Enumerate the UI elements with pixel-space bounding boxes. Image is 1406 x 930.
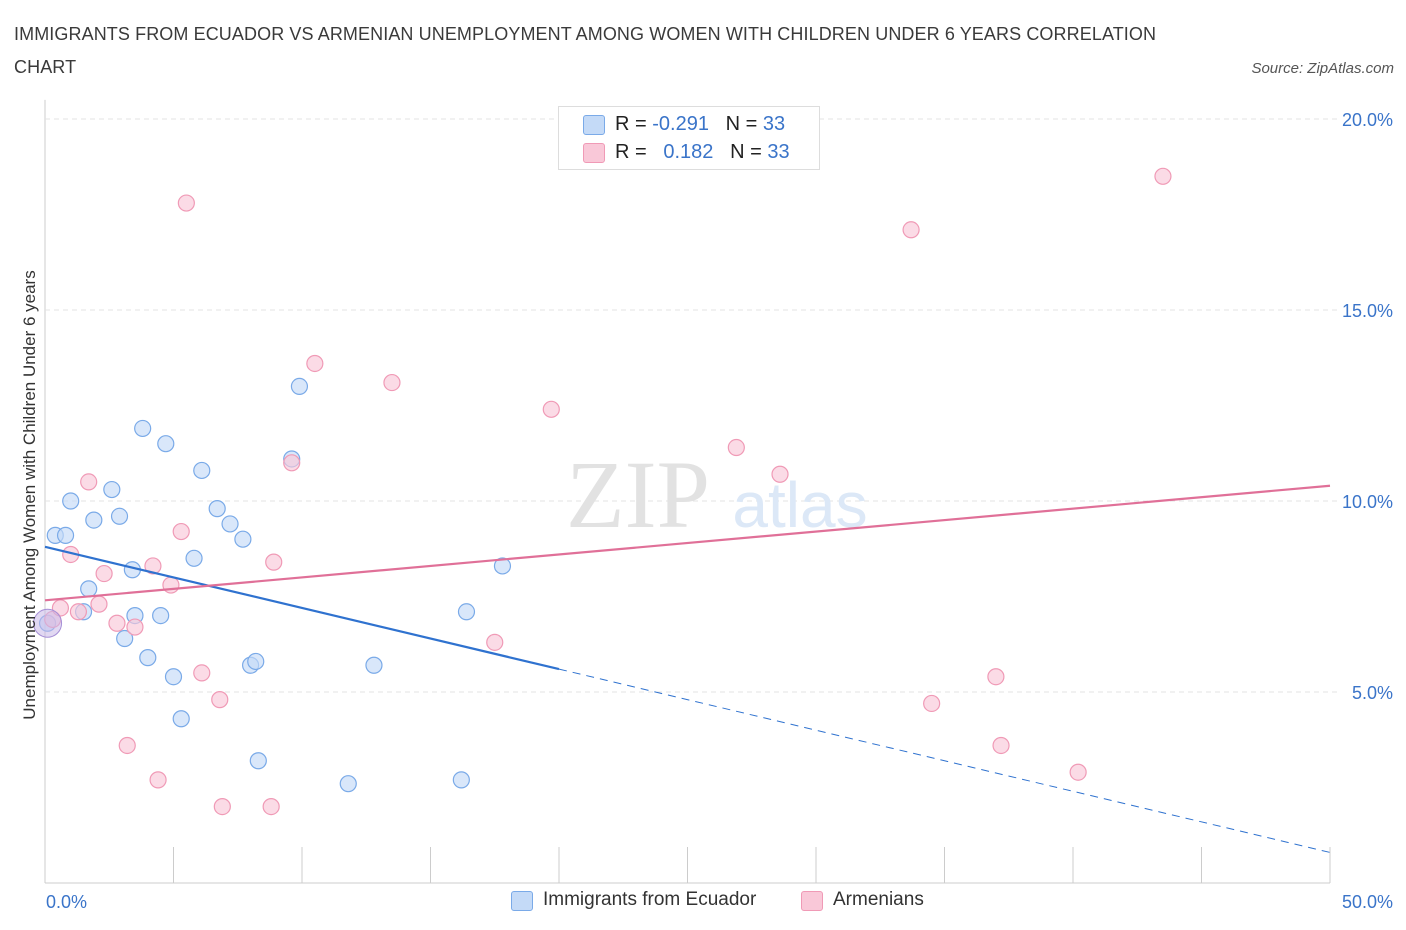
y-tick-label: 5.0% <box>1352 683 1393 703</box>
ecuador-point <box>152 606 170 625</box>
armenians-point <box>262 797 280 816</box>
armenians-point <box>486 633 504 651</box>
ecuador-point <box>157 435 175 453</box>
legend-r-label: R = <box>615 141 647 163</box>
armenians-point <box>172 522 190 541</box>
legend-swatch-ecuador <box>583 115 605 135</box>
armenians-point <box>144 557 162 575</box>
ecuador-point <box>208 500 226 518</box>
armenians-point <box>1069 763 1087 781</box>
ecuador-trend-extension <box>558 668 1331 853</box>
armenians-point <box>923 694 941 713</box>
watermark-zip: ZIP <box>566 441 710 548</box>
ecuador-point <box>139 649 157 667</box>
legend-n-label: N = <box>725 113 758 135</box>
chart-title: IMMIGRANTS FROM ECUADOR VS ARMENIAN UNEM… <box>14 24 1157 77</box>
ecuador-point <box>62 492 80 510</box>
ecuador-point <box>164 668 183 686</box>
ecuador-point <box>172 710 190 728</box>
x-tick-label: 0.0% <box>46 892 87 912</box>
legend-swatch-ecuador <box>511 891 533 911</box>
ecuador-point <box>290 377 309 395</box>
ecuador-point <box>365 656 383 674</box>
armenians-point <box>108 614 126 632</box>
legend-label-ecuador: Immigrants from Ecuador <box>543 889 757 910</box>
y-tick-label: 20.0% <box>1342 110 1393 130</box>
y-axis-label: Unemployment Among Women with Children U… <box>20 270 39 720</box>
ecuador-trend-line <box>44 545 560 671</box>
armenians-point <box>306 354 324 373</box>
x-tick-label: 50.0% <box>1342 892 1393 912</box>
y-tick-label: 10.0% <box>1342 492 1393 512</box>
armenians-point <box>542 400 560 418</box>
ecuador-point <box>116 629 134 648</box>
legend-n-label: N = <box>730 141 762 163</box>
ecuador-point <box>85 511 103 529</box>
legend-label-armenians: Armenians <box>833 889 924 910</box>
armenians-point <box>987 668 1005 686</box>
ecuador-point <box>247 652 265 671</box>
ecuador-point <box>221 515 239 533</box>
armenians-point <box>80 473 98 491</box>
source-label: Source: ZipAtlas.com <box>1251 60 1394 77</box>
armenians-point <box>149 771 167 789</box>
armenians-point <box>69 603 88 621</box>
armenians-point <box>902 221 920 239</box>
ecuador-point <box>339 775 357 793</box>
x-axis-tick-labels: 0.0% 50.0% <box>46 892 1393 912</box>
armenians-trend-line <box>44 484 1331 602</box>
ecuador-point <box>493 557 512 575</box>
data-points <box>33 167 1172 816</box>
armenians-point <box>213 797 231 816</box>
legend-r-value: -0.291 <box>652 113 709 135</box>
ecuador-point <box>452 771 470 789</box>
overlap-point <box>33 608 63 638</box>
armenians-point <box>90 595 108 613</box>
armenians-point <box>193 664 211 682</box>
trend-lines <box>44 484 1331 853</box>
legend-r-value: 0.182 <box>663 141 714 163</box>
x-axis-ticks <box>44 847 1331 883</box>
ecuador-point <box>110 507 129 525</box>
ecuador-point <box>249 752 267 770</box>
armenians-point <box>1154 167 1172 185</box>
ecuador-point <box>185 549 203 567</box>
legend-n-value: 33 <box>767 141 790 163</box>
correlation-legend: R = -0.291 N = 33 R = 0.182 N = 33 <box>558 106 820 170</box>
armenians-point <box>265 553 283 571</box>
ecuador-point <box>134 419 152 438</box>
armenians-point <box>177 194 195 212</box>
ecuador-point <box>193 461 211 480</box>
y-tick-label: 15.0% <box>1342 301 1393 321</box>
armenians-point <box>727 438 745 457</box>
armenians-point <box>211 691 229 709</box>
watermark-atlas: atlas <box>732 469 867 541</box>
armenians-point <box>771 465 789 483</box>
ecuador-point <box>56 526 75 544</box>
armenians-point <box>126 618 144 636</box>
ecuador-point <box>234 530 252 548</box>
ecuador-point <box>457 603 476 621</box>
legend-swatch-armenians <box>583 143 605 163</box>
armenians-point <box>383 373 401 392</box>
armenians-point <box>95 564 113 583</box>
y-axis-tick-labels: 5.0% 10.0% 15.0% 20.0% <box>1342 110 1393 703</box>
armenians-point <box>992 736 1010 755</box>
armenians-point <box>118 736 136 755</box>
legend-r-label: R = <box>615 113 647 135</box>
legend-swatch-armenians <box>801 891 823 911</box>
legend-n-value: 33 <box>762 113 786 135</box>
ecuador-point <box>103 480 121 499</box>
ecuador-point <box>80 580 98 598</box>
armenians-point <box>283 454 301 472</box>
